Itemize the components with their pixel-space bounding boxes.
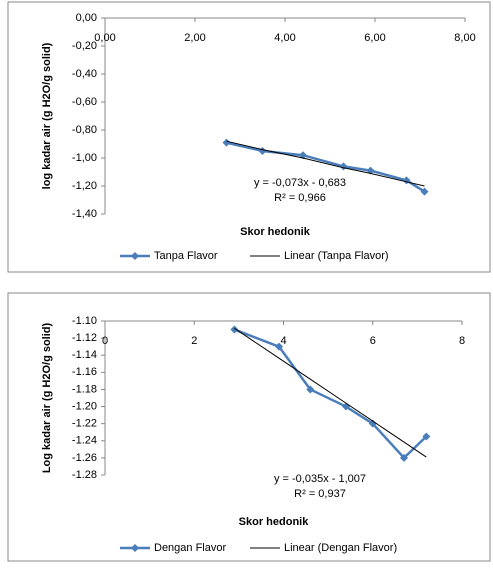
legend-label: Linear (Tanpa Flavor) — [284, 250, 389, 262]
chart-frame — [7, 1, 491, 273]
legend-marker — [131, 544, 139, 552]
trend-line — [226, 140, 425, 187]
y-tick-label: -1,20 — [72, 180, 97, 192]
y-tick-label: -1,40 — [72, 208, 97, 220]
x-tick-label: 0,00 — [94, 32, 115, 44]
x-tick-label: 6 — [370, 335, 376, 347]
x-tick-label: 4 — [280, 335, 286, 347]
annotation: y = -0,035x - 1,007 — [274, 473, 366, 485]
chart-frame — [7, 292, 491, 562]
point — [230, 325, 239, 334]
y-tick-label: -0,20 — [72, 40, 97, 52]
point — [399, 453, 408, 462]
y-tick-label: -1.12 — [72, 332, 97, 344]
legend-marker — [131, 252, 139, 260]
series-line — [233, 328, 428, 460]
point — [422, 432, 431, 441]
y-tick-label: -1.16 — [72, 366, 97, 378]
y-tick-label: -0,80 — [72, 124, 97, 136]
y-tick-label: -1.22 — [72, 418, 97, 430]
y-tick-label: -1.14 — [72, 349, 97, 361]
x-tick-label: 2,00 — [184, 32, 205, 44]
x-tick-label: 2 — [191, 335, 197, 347]
x-tick-label: 8 — [459, 335, 465, 347]
y-axis-title: log kadar air (g H2O/g solid) — [41, 42, 53, 189]
point — [339, 162, 348, 171]
annotation: y = -0,073x - 0,683 — [254, 177, 346, 189]
x-tick-label: 6,00 — [364, 32, 385, 44]
trend-line — [234, 327, 427, 458]
y-tick-label: -1.28 — [72, 469, 97, 481]
annotation: R² = 0,966 — [274, 192, 326, 204]
x-axis-title: Skor hedonik — [239, 516, 310, 528]
y-tick-label: 0,00 — [76, 12, 97, 24]
y-tick-label: -0,60 — [72, 96, 97, 108]
y-axis-title: Log kadar air (g H2O/g solid) — [41, 322, 53, 473]
point — [222, 138, 231, 147]
y-tick-label: -1.20 — [72, 400, 97, 412]
point — [275, 342, 284, 351]
x-tick-label: 0 — [102, 335, 108, 347]
x-tick-label: 8,00 — [454, 32, 475, 44]
annotation: R² = 0,937 — [294, 488, 346, 500]
point — [420, 187, 429, 196]
y-tick-label: -1.26 — [72, 452, 97, 464]
y-tick-label: -1.10 — [72, 315, 97, 327]
y-tick-label: -0,40 — [72, 68, 97, 80]
legend-label: Dengan Flavor — [154, 542, 226, 554]
point — [258, 147, 267, 155]
point — [368, 419, 377, 428]
x-tick-label: 4,00 — [274, 32, 295, 44]
point — [306, 385, 315, 394]
x-axis-title: Skor hedonik — [240, 226, 311, 238]
legend-label: Linear (Dengan Flavor) — [284, 542, 397, 554]
legend-label: Tanpa Flavor — [154, 250, 218, 262]
y-tick-label: -1.24 — [72, 435, 97, 447]
y-tick-label: -1,00 — [72, 152, 97, 164]
y-tick-label: -1.18 — [72, 383, 97, 395]
